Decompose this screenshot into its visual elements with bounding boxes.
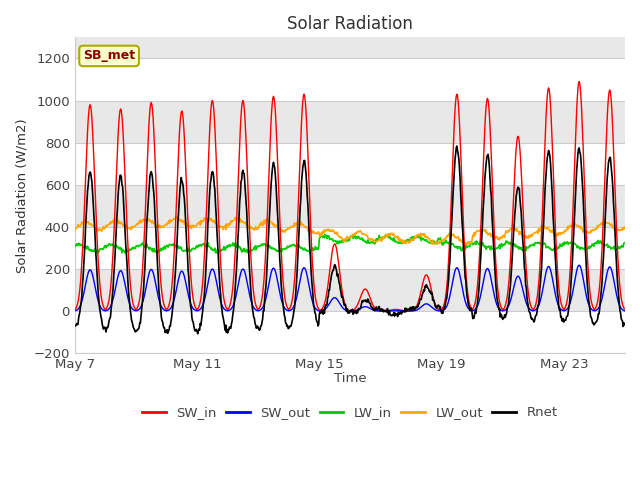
Bar bbox=[75, 269, 625, 311]
Bar bbox=[75, 227, 625, 269]
Bar bbox=[75, 59, 625, 100]
Bar bbox=[75, 185, 625, 227]
Y-axis label: Solar Radiation (W/m2): Solar Radiation (W/m2) bbox=[15, 118, 28, 273]
Bar bbox=[75, 311, 625, 353]
X-axis label: Time: Time bbox=[333, 372, 366, 385]
Bar bbox=[75, 143, 625, 185]
Legend: SW_in, SW_out, LW_in, LW_out, Rnet: SW_in, SW_out, LW_in, LW_out, Rnet bbox=[137, 401, 563, 424]
Bar bbox=[75, 37, 625, 59]
Text: SB_met: SB_met bbox=[83, 49, 135, 62]
Title: Solar Radiation: Solar Radiation bbox=[287, 15, 413, 33]
Bar bbox=[75, 100, 625, 143]
